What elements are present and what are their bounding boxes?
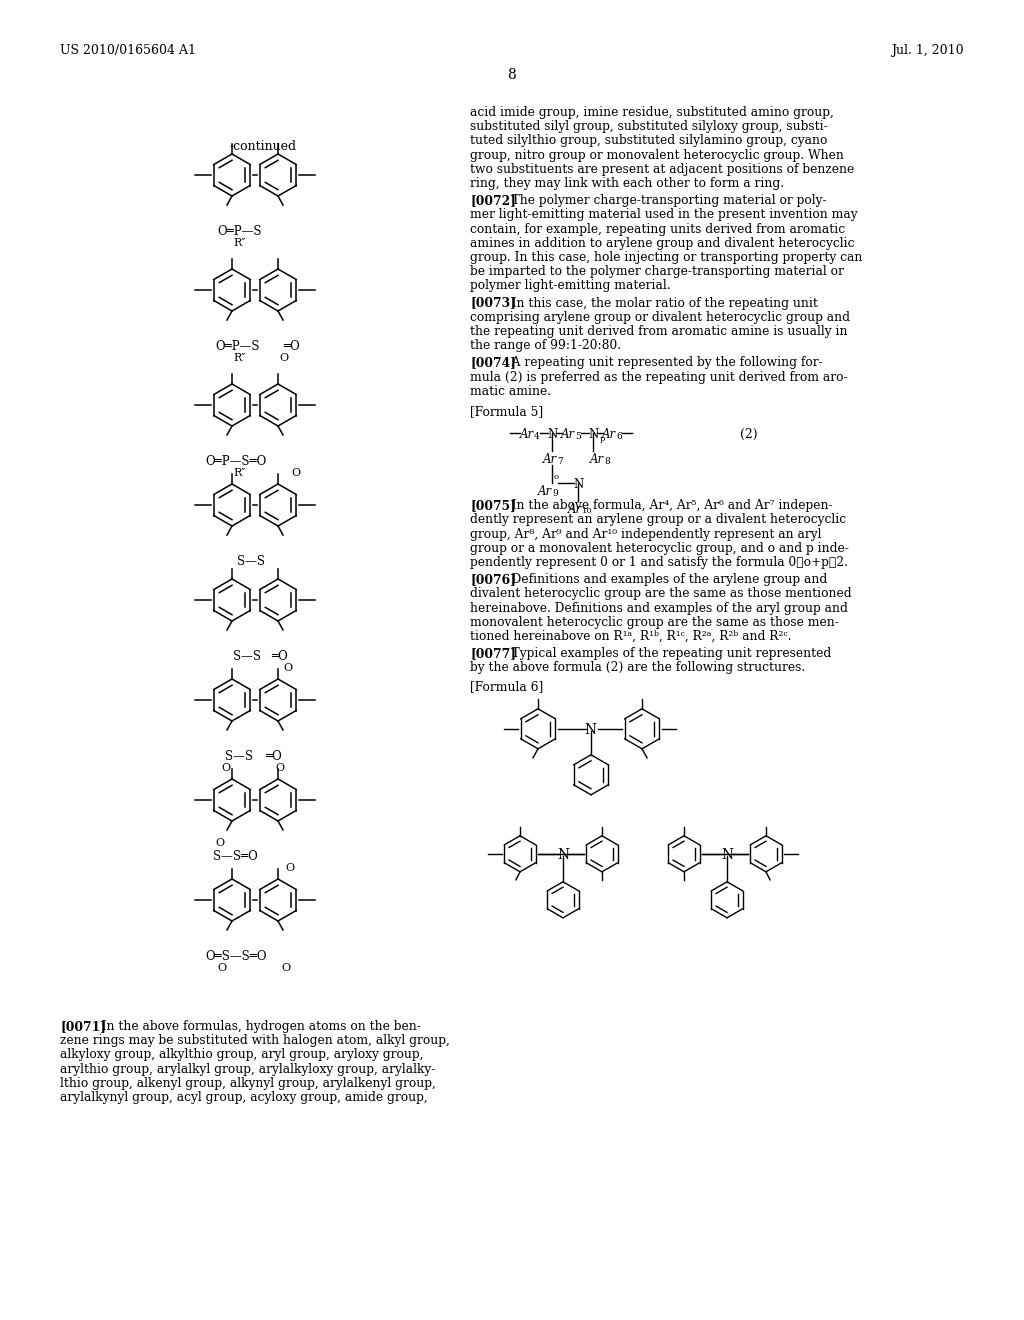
Text: [0073]: [0073] xyxy=(470,297,516,310)
Text: O: O xyxy=(281,964,290,973)
Text: R″: R″ xyxy=(233,352,246,363)
Text: zene rings may be substituted with halogen atom, alkyl group,: zene rings may be substituted with halog… xyxy=(60,1034,450,1047)
Text: be imparted to the polymer charge-transporting material or: be imparted to the polymer charge-transp… xyxy=(470,265,844,279)
Text: monovalent heterocyclic group are the same as those men-: monovalent heterocyclic group are the sa… xyxy=(470,616,839,628)
Text: 4: 4 xyxy=(534,432,540,441)
Text: [0074]: [0074] xyxy=(470,356,516,370)
Text: O═P—S: O═P—S xyxy=(217,224,261,238)
Text: O: O xyxy=(221,763,230,774)
Text: group. In this case, hole injecting or transporting property can: group. In this case, hole injecting or t… xyxy=(470,251,862,264)
Text: Typical examples of the repeating unit represented: Typical examples of the repeating unit r… xyxy=(500,647,831,660)
Text: Ar: Ar xyxy=(520,428,535,441)
Text: N: N xyxy=(547,428,557,441)
Text: group or a monovalent heterocyclic group, and o and p inde-: group or a monovalent heterocyclic group… xyxy=(470,541,849,554)
Text: O: O xyxy=(279,352,288,363)
Text: S—S: S—S xyxy=(225,750,253,763)
Text: N: N xyxy=(557,847,569,862)
Text: the repeating unit derived from aromatic amine is usually in: the repeating unit derived from aromatic… xyxy=(470,325,848,338)
Text: matic amine.: matic amine. xyxy=(470,385,551,397)
Text: N: N xyxy=(573,478,584,491)
Text: amines in addition to arylene group and divalent heterocyclic: amines in addition to arylene group and … xyxy=(470,236,854,249)
Text: contain, for example, repeating units derived from aromatic: contain, for example, repeating units de… xyxy=(470,223,845,235)
Text: Ar: Ar xyxy=(590,453,604,466)
Text: the range of 99:1-20:80.: the range of 99:1-20:80. xyxy=(470,339,622,352)
Text: ring, they may link with each other to form a ring.: ring, they may link with each other to f… xyxy=(470,177,784,190)
Text: N: N xyxy=(588,428,598,441)
Text: O: O xyxy=(285,863,294,873)
Text: Jul. 1, 2010: Jul. 1, 2010 xyxy=(891,44,964,57)
Text: O: O xyxy=(215,838,224,847)
Text: tioned hereinabove on R¹ᵃ, R¹ᵇ, R¹ᶜ, R²ᵃ, R²ᵇ and R²ᶜ.: tioned hereinabove on R¹ᵃ, R¹ᵇ, R¹ᶜ, R²ᵃ… xyxy=(470,630,792,643)
Text: R″: R″ xyxy=(233,469,246,478)
Text: [0075]: [0075] xyxy=(470,499,516,512)
Text: 8: 8 xyxy=(508,69,516,82)
Text: tuted silylthio group, substituted silylamino group, cyano: tuted silylthio group, substituted silyl… xyxy=(470,135,827,148)
Text: O═S—S═O: O═S—S═O xyxy=(205,950,266,964)
Text: mer light-emitting material used in the present invention may: mer light-emitting material used in the … xyxy=(470,209,858,222)
Text: The polymer charge-transporting material or poly-: The polymer charge-transporting material… xyxy=(500,194,826,207)
Text: S—S: S—S xyxy=(233,649,261,663)
Text: [Formula 6]: [Formula 6] xyxy=(470,681,544,693)
Text: [0077]: [0077] xyxy=(470,647,516,660)
Text: dently represent an arylene group or a divalent heterocyclic: dently represent an arylene group or a d… xyxy=(470,513,846,527)
Text: O: O xyxy=(217,964,226,973)
Text: O: O xyxy=(283,663,292,673)
Text: [Formula 5]: [Formula 5] xyxy=(470,405,543,418)
Text: comprising arylene group or divalent heterocyclic group and: comprising arylene group or divalent het… xyxy=(470,310,850,323)
Text: Ar: Ar xyxy=(568,503,582,516)
Text: 8: 8 xyxy=(604,457,609,466)
Text: O: O xyxy=(291,469,300,478)
Text: pendently represent 0 or 1 and satisfy the formula 0≦o+p≦2.: pendently represent 0 or 1 and satisfy t… xyxy=(470,556,848,569)
Text: Ar: Ar xyxy=(543,453,557,466)
Text: o: o xyxy=(554,473,559,482)
Text: alkyloxy group, alkylthio group, aryl group, aryloxy group,: alkyloxy group, alkylthio group, aryl gr… xyxy=(60,1048,424,1061)
Text: p: p xyxy=(600,436,605,444)
Text: In this case, the molar ratio of the repeating unit: In this case, the molar ratio of the rep… xyxy=(500,297,818,310)
Text: group, Ar⁸, Ar⁹ and Ar¹⁰ independently represent an aryl: group, Ar⁸, Ar⁹ and Ar¹⁰ independently r… xyxy=(470,528,821,541)
Text: group, nitro group or monovalent heterocyclic group. When: group, nitro group or monovalent heteroc… xyxy=(470,149,844,161)
Text: by the above formula (2) are the following structures.: by the above formula (2) are the followi… xyxy=(470,661,805,675)
Text: Ar: Ar xyxy=(602,428,616,441)
Text: ═O: ═O xyxy=(283,341,300,352)
Text: O═P—S: O═P—S xyxy=(215,341,259,352)
Text: 10: 10 xyxy=(582,507,593,515)
Text: (2): (2) xyxy=(740,428,758,441)
Text: polymer light-emitting material.: polymer light-emitting material. xyxy=(470,280,671,293)
Text: Ar: Ar xyxy=(538,486,552,498)
Text: A repeating unit represented by the following for-: A repeating unit represented by the foll… xyxy=(500,356,822,370)
Text: arylalkynyl group, acyl group, acyloxy group, amide group,: arylalkynyl group, acyl group, acyloxy g… xyxy=(60,1092,428,1104)
Text: US 2010/0165604 A1: US 2010/0165604 A1 xyxy=(60,44,196,57)
Text: Ar: Ar xyxy=(561,428,575,441)
Text: ═O: ═O xyxy=(265,750,282,763)
Text: 6: 6 xyxy=(616,432,622,441)
Text: 7: 7 xyxy=(557,457,563,466)
Text: two substituents are present at adjacent positions of benzene: two substituents are present at adjacent… xyxy=(470,162,854,176)
Text: S—S: S—S xyxy=(237,554,265,568)
Text: substituted silyl group, substituted silyloxy group, substi-: substituted silyl group, substituted sil… xyxy=(470,120,827,133)
Text: [0071]: [0071] xyxy=(60,1020,105,1034)
Text: N: N xyxy=(584,723,596,737)
Text: O═P—S═O: O═P—S═O xyxy=(205,455,266,469)
Text: [0076]: [0076] xyxy=(470,573,516,586)
Text: In the above formulas, hydrogen atoms on the ben-: In the above formulas, hydrogen atoms on… xyxy=(90,1020,421,1034)
Text: acid imide group, imine residue, substituted amino group,: acid imide group, imine residue, substit… xyxy=(470,106,834,119)
Text: divalent heterocyclic group are the same as those mentioned: divalent heterocyclic group are the same… xyxy=(470,587,852,601)
Text: hereinabove. Definitions and examples of the aryl group and: hereinabove. Definitions and examples of… xyxy=(470,602,848,615)
Text: mula (2) is preferred as the repeating unit derived from aro-: mula (2) is preferred as the repeating u… xyxy=(470,371,848,384)
Text: N: N xyxy=(721,847,733,862)
Text: -continued: -continued xyxy=(230,140,297,153)
Text: R″: R″ xyxy=(233,238,246,248)
Text: 5: 5 xyxy=(575,432,581,441)
Text: ═O: ═O xyxy=(271,649,288,663)
Text: [0072]: [0072] xyxy=(470,194,516,207)
Text: In the above formula, Ar⁴, Ar⁵, Ar⁶ and Ar⁷ indepen-: In the above formula, Ar⁴, Ar⁵, Ar⁶ and … xyxy=(500,499,833,512)
Text: Definitions and examples of the arylene group and: Definitions and examples of the arylene … xyxy=(500,573,827,586)
Text: lthio group, alkenyl group, alkynyl group, arylalkenyl group,: lthio group, alkenyl group, alkynyl grou… xyxy=(60,1077,436,1090)
Text: 9: 9 xyxy=(552,490,558,498)
Text: arylthio group, arylalkyl group, arylalkyloxy group, arylalky-: arylthio group, arylalkyl group, arylalk… xyxy=(60,1063,435,1076)
Text: S—S═O: S—S═O xyxy=(213,850,258,863)
Text: O: O xyxy=(275,763,284,774)
